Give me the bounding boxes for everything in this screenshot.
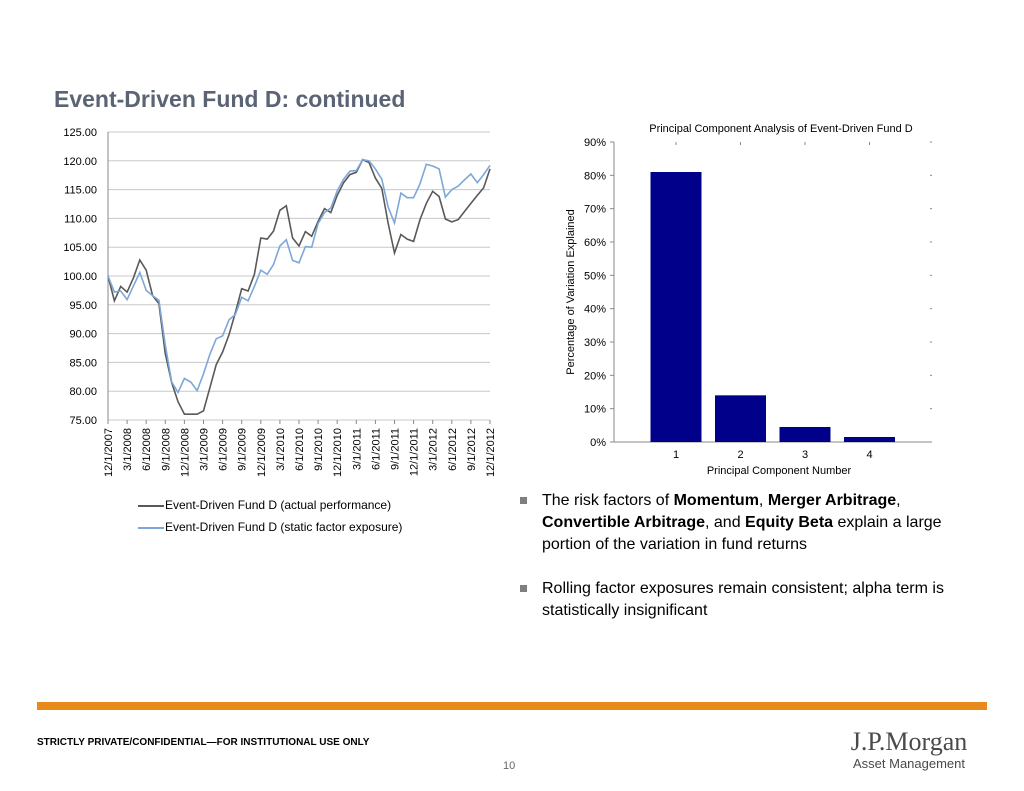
bullet-text-part: , bbox=[896, 492, 901, 509]
x-tick-label: 9/1/2011 bbox=[390, 428, 402, 470]
bullet-list: The risk factors of Momentum, Merger Arb… bbox=[520, 490, 980, 644]
x-tick-label: 9/1/2008 bbox=[160, 428, 172, 471]
legend-swatch-actual bbox=[138, 505, 164, 507]
y-tick-label: 75.00 bbox=[69, 415, 97, 427]
y-axis-label: Percentage of Variation Explained bbox=[565, 209, 577, 375]
bullet-item: The risk factors of Momentum, Merger Arb… bbox=[520, 490, 980, 556]
y-tick-label: 110.00 bbox=[64, 213, 97, 225]
x-tick-label: 3/1/2008 bbox=[122, 428, 134, 471]
bullet-bold-convertible-arbitrage: Convertible Arbitrage bbox=[542, 514, 705, 531]
y-tick-label: 40% bbox=[584, 304, 606, 316]
footer-accent-bar bbox=[37, 702, 987, 710]
x-axis-label: Principal Component Number bbox=[707, 465, 852, 477]
page-number: 10 bbox=[503, 760, 516, 772]
series-line-static bbox=[107, 158, 491, 395]
bar-chart-title: Principal Component Analysis of Event-Dr… bbox=[649, 123, 913, 135]
bullet-item: Rolling factor exposures remain consiste… bbox=[520, 578, 980, 622]
y-tick-label: 105.00 bbox=[63, 242, 97, 254]
bullet-text-part: explain a large portion of the variation… bbox=[542, 514, 942, 553]
y-tick-label: 30% bbox=[584, 337, 606, 349]
legend-label-static: Event-Driven Fund D (static factor expos… bbox=[165, 520, 403, 534]
x-tick-label: 6/1/2008 bbox=[141, 428, 153, 471]
y-tick-label: 20% bbox=[584, 370, 606, 382]
logo-name: J.P.Morgan bbox=[850, 727, 968, 756]
y-tick-label: 100.00 bbox=[63, 271, 97, 283]
legend-label-actual: Event-Driven Fund D (actual performance) bbox=[165, 498, 392, 512]
bullet-text: The risk factors of Momentum, Merger Arb… bbox=[542, 492, 942, 553]
legend-swatch-static bbox=[138, 527, 164, 529]
x-tick-label: 2 bbox=[737, 449, 743, 461]
x-tick-label: 12/1/2008 bbox=[179, 428, 191, 477]
bar-1 bbox=[650, 172, 702, 442]
bar-4 bbox=[844, 437, 895, 442]
x-tick-label: 3/1/2012 bbox=[428, 428, 440, 471]
x-tick-label: 3 bbox=[802, 449, 808, 461]
bar-2 bbox=[715, 395, 766, 442]
x-tick-label: 3/1/2009 bbox=[199, 428, 211, 471]
x-tick-label: 12/1/2012 bbox=[485, 428, 497, 477]
bullet-text-part: , bbox=[758, 492, 768, 509]
bullet-square-icon bbox=[520, 585, 527, 592]
y-tick-label: 70% bbox=[584, 204, 606, 216]
x-tick-label: 3/1/2011 bbox=[351, 428, 363, 470]
x-tick-label: 6/1/2010 bbox=[294, 428, 306, 471]
bullet-square-icon bbox=[520, 497, 527, 504]
x-tick-label: 9/1/2010 bbox=[313, 428, 325, 471]
y-tick-label: 90% bbox=[584, 137, 606, 149]
y-tick-label: 95.00 bbox=[69, 300, 97, 312]
line-chart: 125.00 120.00 115.00 110.00 105.00 100.00 95.0… bbox=[63, 127, 497, 477]
y-tick-label: 10% bbox=[584, 404, 606, 416]
y-tick-label: 125.00 bbox=[63, 127, 97, 139]
bullet-bold-equity-beta: Equity Beta bbox=[745, 514, 834, 531]
x-tick-label: 12/1/2007 bbox=[103, 428, 115, 477]
x-tick-label: 3/1/2010 bbox=[275, 428, 287, 471]
jpmorgan-logo: J.P.Morgan Asset Management bbox=[838, 728, 980, 772]
x-tick-label: 9/1/2012 bbox=[466, 428, 478, 471]
slide-title: Event-Driven Fund D: continued bbox=[54, 86, 406, 112]
bullet-text: Rolling factor exposures remain consiste… bbox=[542, 580, 944, 619]
confidential-notice: STRICTLY PRIVATE/CONFIDENTIAL—FOR INSTIT… bbox=[37, 737, 370, 748]
logo-subtitle: Asset Management bbox=[852, 756, 965, 771]
x-tick-label: 12/1/2009 bbox=[256, 428, 268, 477]
x-tick-label: 4 bbox=[866, 449, 872, 461]
bullet-bold-merger-arbitrage: Merger Arbitrage bbox=[767, 492, 897, 509]
y-tick-label: 50% bbox=[584, 270, 606, 282]
bullet-text-part: The risk factors of bbox=[542, 492, 674, 509]
y-tick-label: 85.00 bbox=[69, 357, 97, 369]
series-line-actual bbox=[107, 158, 491, 416]
bullet-bold-momentum: Momentum bbox=[673, 492, 759, 509]
y-tick-label: 80.00 bbox=[69, 386, 97, 398]
x-tick-label: 12/1/2011 bbox=[409, 428, 421, 476]
x-tick-label: 9/1/2009 bbox=[237, 428, 249, 471]
y-tick-label: 80% bbox=[584, 170, 606, 182]
x-tick-label: 1 bbox=[673, 449, 679, 461]
bullet-text-part: , and bbox=[705, 514, 746, 531]
x-tick-label: 6/1/2012 bbox=[447, 428, 459, 471]
y-tick-label: 120.00 bbox=[63, 156, 97, 168]
y-tick-label: 115.00 bbox=[64, 185, 97, 197]
y-tick-label: 0% bbox=[590, 437, 606, 449]
x-tick-label: 6/1/2009 bbox=[218, 428, 230, 471]
bar-chart: Principal Component Analysis of Event-Dr… bbox=[565, 123, 932, 477]
x-tick-label: 12/1/2010 bbox=[332, 428, 344, 477]
x-tick-label: 6/1/2011 bbox=[370, 428, 382, 470]
y-tick-label: 60% bbox=[584, 237, 606, 249]
bar-3 bbox=[779, 427, 831, 442]
y-tick-label: 90.00 bbox=[69, 329, 97, 341]
